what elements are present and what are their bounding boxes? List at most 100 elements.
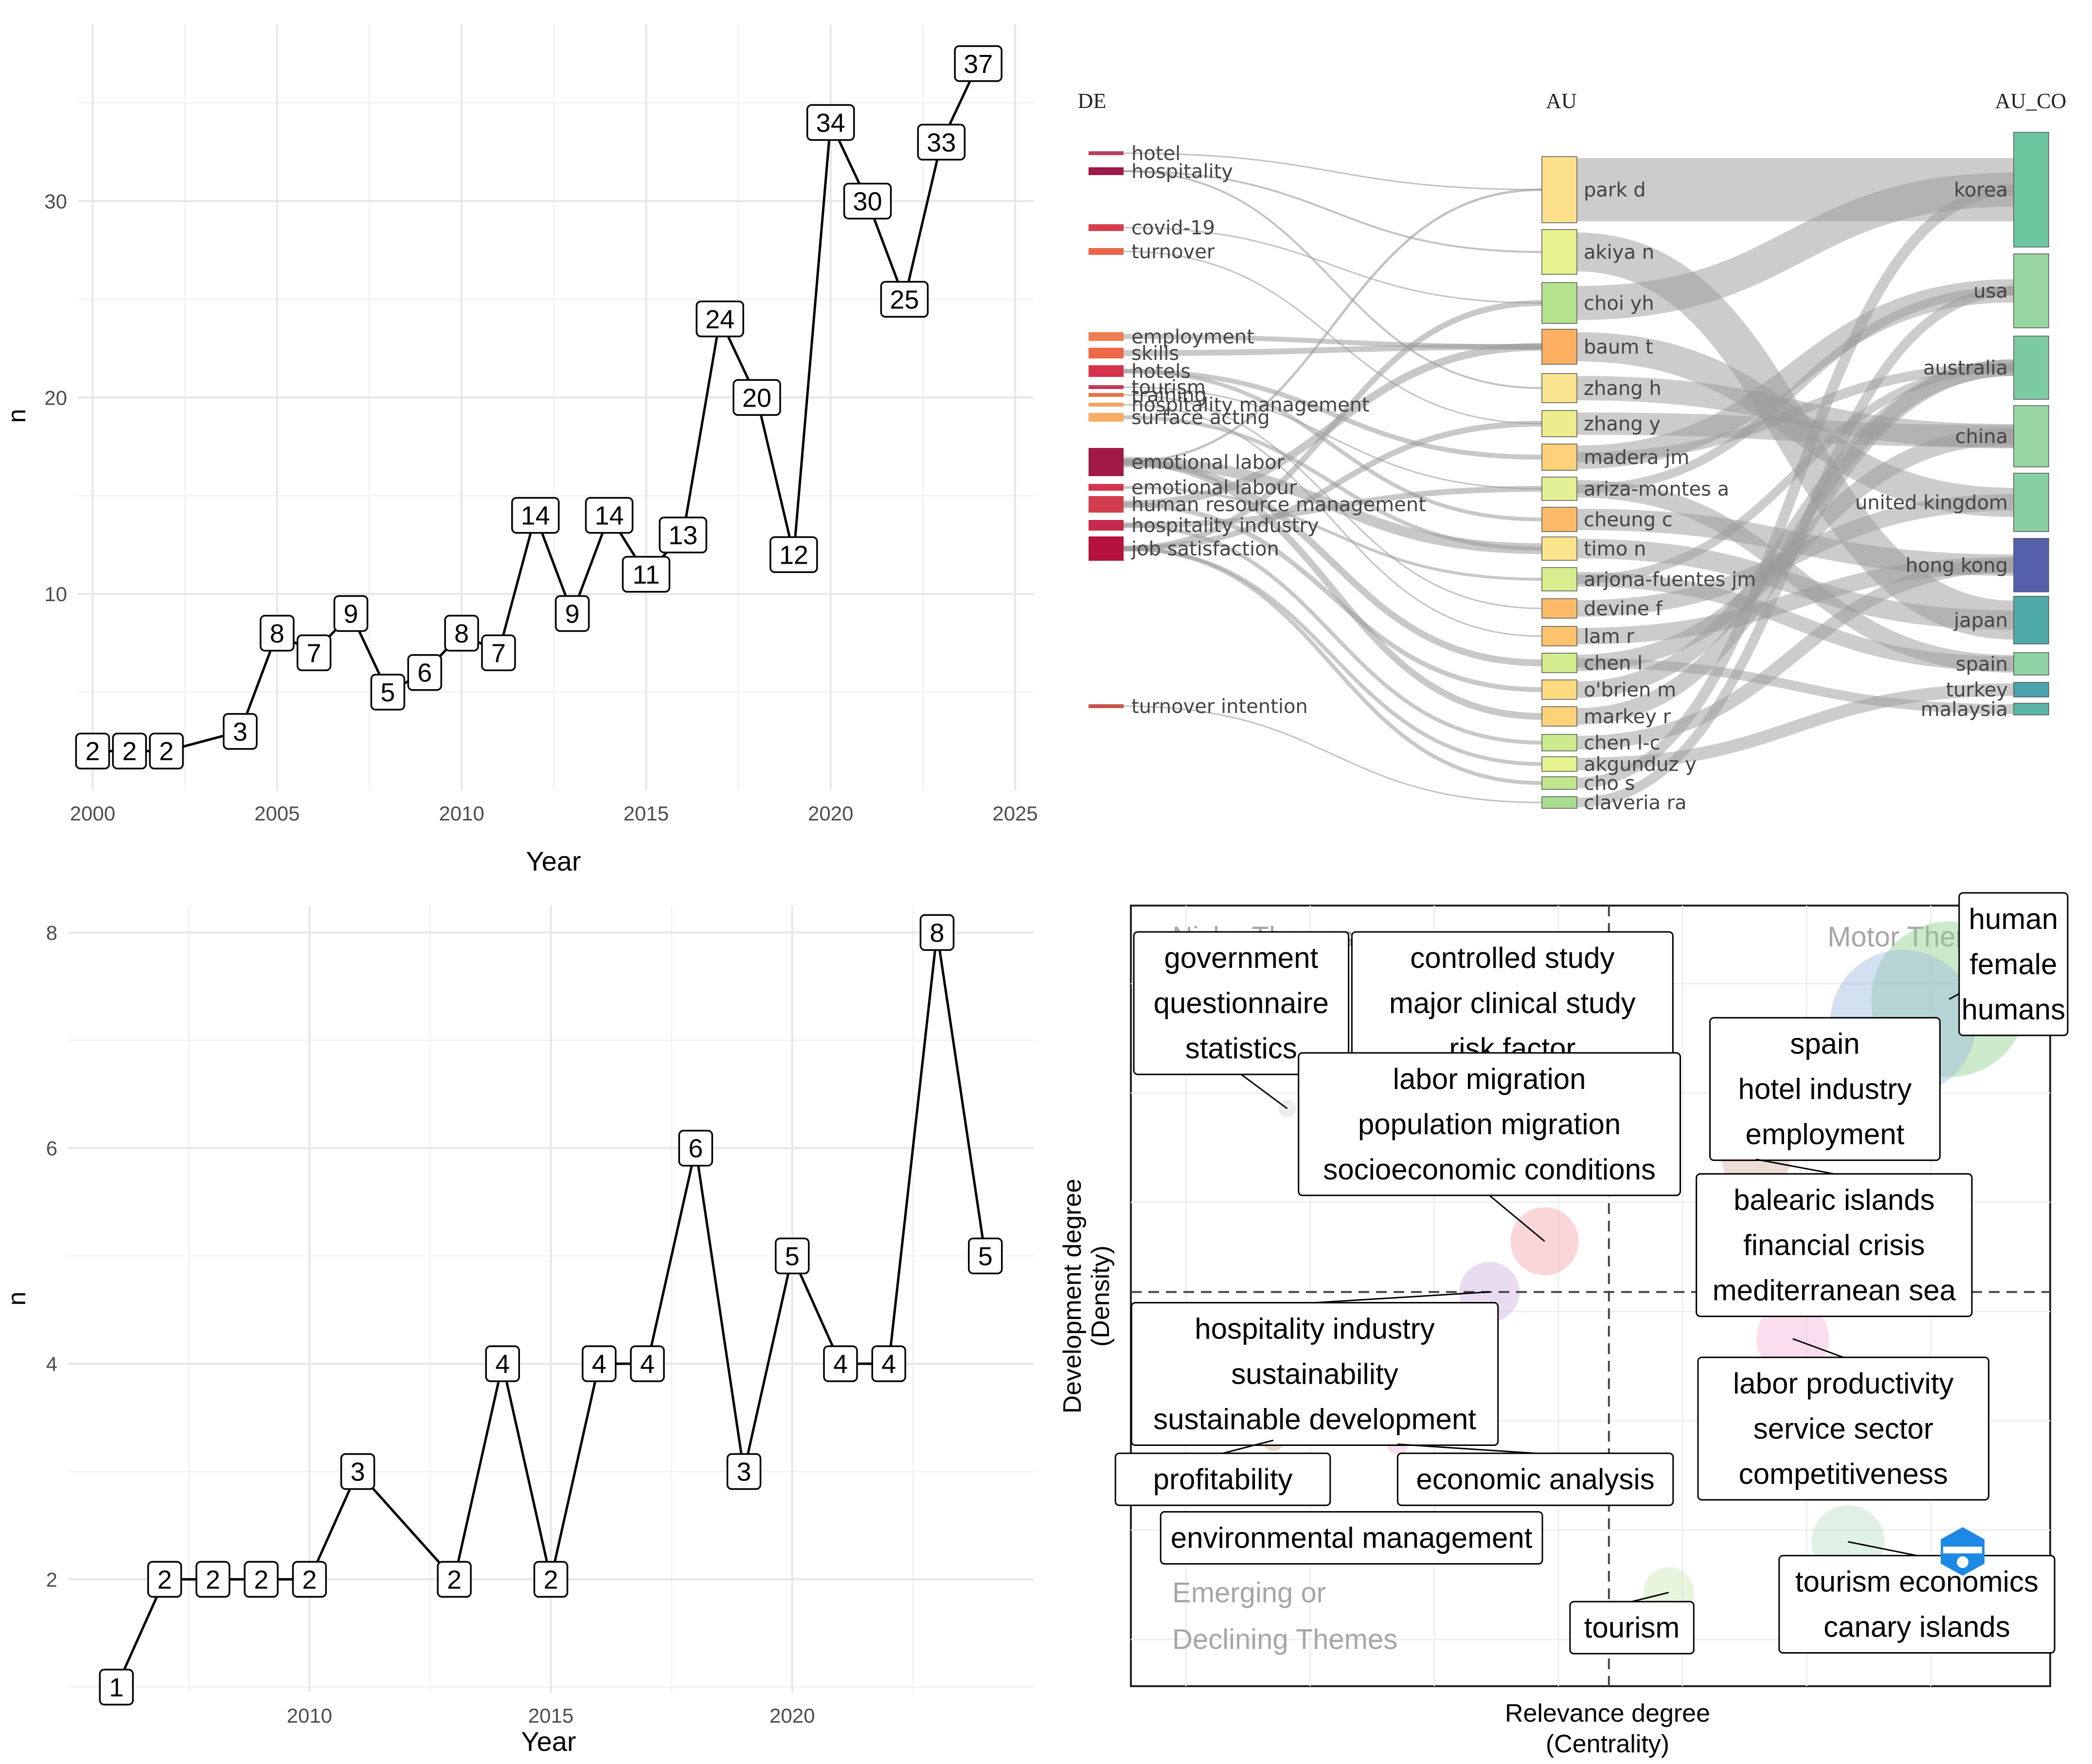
author-node-label: chen l-c [1584, 732, 1661, 754]
sankey-header-au-co: AU_CO [1995, 89, 2067, 113]
cluster-keyword: tourism economics [1795, 1565, 2038, 1598]
keyword-node-label: hospitality [1131, 160, 1233, 183]
keyword-node-label: employment [1131, 326, 1254, 348]
label-leader-line [1222, 1439, 1274, 1454]
cluster-keyword: socioeconomic conditions [1323, 1153, 1656, 1186]
data-label: 14 [511, 497, 560, 534]
label-leader-line [1755, 1158, 1835, 1175]
data-label-value: 25 [890, 285, 919, 314]
data-label-value: 2 [122, 737, 137, 766]
data-label: 12 [769, 536, 818, 573]
sankey-flow [1123, 300, 1542, 552]
author-node [1541, 373, 1577, 403]
keyword-node [1089, 332, 1124, 341]
y-tick-label: 8 [46, 921, 57, 944]
keyword-node [1089, 365, 1124, 377]
data-label: 4 [823, 1345, 858, 1382]
cluster-label-box [1958, 892, 2069, 1036]
author-node-label: park d [1584, 179, 1646, 201]
keyword-node-label: turnover intention [1131, 695, 1308, 718]
data-label-box [481, 634, 516, 672]
cluster-keyword: government [1164, 942, 1318, 974]
cluster-keyword: hotel industry [1738, 1073, 1912, 1105]
keyword-node [1089, 151, 1124, 155]
sankey-flow [1123, 547, 1542, 785]
data-label: 25 [880, 281, 929, 318]
p3-axis-ticks: 2010 2015 2020 2 4 6 8 [46, 921, 815, 1727]
data-label: 2 [533, 1561, 569, 1598]
cluster-keyword: profitability [1153, 1463, 1293, 1496]
data-label: 20 [733, 379, 781, 416]
data-label: 3 [223, 713, 258, 750]
data-label: 33 [917, 124, 966, 161]
cluster-keyword: major clinical study [1389, 987, 1636, 1019]
data-label-value: 24 [705, 305, 734, 334]
data-label-value: 4 [592, 1350, 607, 1379]
data-label-box [769, 536, 818, 573]
data-label-value: 11 [632, 560, 660, 589]
data-label: 9 [333, 595, 369, 632]
sankey-flow [1576, 539, 2014, 630]
keyword-node [1089, 520, 1124, 531]
data-label-box [292, 1561, 327, 1598]
country-node [2013, 473, 2049, 532]
cluster-keyword: employment [1746, 1118, 1905, 1151]
author-node-label: timo n [1584, 538, 1646, 560]
data-label-value: 8 [454, 619, 469, 648]
keyword-node [1089, 348, 1124, 358]
cluster-label-box [1298, 1052, 1681, 1196]
data-label-box [696, 301, 744, 338]
sankey-flow [1123, 502, 1542, 692]
p1-y-axis-title: n [3, 409, 31, 423]
quadrant-emerging-label: Emerging or [1172, 1577, 1326, 1608]
cluster-keyword: tourism [1584, 1611, 1680, 1644]
sankey-flow [1123, 486, 1542, 528]
country-node-label: japan [1953, 609, 2008, 632]
author-node [1541, 653, 1577, 673]
author-node [1541, 477, 1577, 501]
cluster-labels: human female humans spain hotel industry empl… [1114, 892, 2069, 1655]
keyword-node-label: hotels [1131, 360, 1191, 383]
data-label: 2 [75, 732, 110, 769]
keyword-node-label: hotel [1131, 143, 1180, 165]
x-tick-label: 2020 [808, 802, 853, 825]
data-label: 7 [296, 634, 332, 672]
author-node-label: devine f [1584, 598, 1663, 620]
country-node [2013, 652, 2049, 676]
author-node-label: madera jm [1584, 446, 1689, 469]
keyword-node-label: job satisfaction [1131, 538, 1279, 560]
x-tick-label: 2015 [624, 802, 669, 825]
data-label-value: 7 [307, 639, 322, 668]
keyword-node [1089, 448, 1124, 476]
cluster-label: labor productivity service sector competit… [1697, 1338, 1990, 1501]
author-node-label: o'brien m [1584, 679, 1676, 701]
keyword-node [1089, 167, 1124, 175]
sankey-flow [1576, 683, 2014, 770]
sankey-flow [1123, 344, 1542, 356]
data-label-box [630, 1345, 665, 1382]
data-label: 2 [292, 1561, 327, 1598]
data-label-box [954, 45, 1002, 82]
keyword-node-label: surface acting [1131, 407, 1270, 429]
x-tick-label: 2015 [528, 1704, 573, 1727]
data-label-box [659, 517, 707, 553]
p3-x-axis-title: Year [521, 1726, 576, 1757]
author-node [1541, 329, 1577, 365]
data-label-box [296, 634, 332, 672]
keyword-node [1089, 484, 1124, 491]
data-label-box [370, 674, 406, 711]
data-label-value: 7 [491, 639, 506, 668]
keyword-node-label: covid-19 [1131, 217, 1215, 239]
data-label-value: 34 [816, 108, 845, 138]
data-label-value: 2 [254, 1565, 268, 1594]
author-node [1541, 734, 1577, 751]
sankey-links [1123, 152, 2014, 807]
sankey-flow [1123, 404, 1542, 637]
cluster-keyword: economic analysis [1416, 1463, 1654, 1496]
keyword-node-label: hospitality management [1131, 394, 1370, 416]
author-node-label: markey r [1584, 706, 1671, 728]
data-label-box [880, 281, 929, 318]
thematic-y-title-line1: Development degree [1058, 1179, 1087, 1414]
